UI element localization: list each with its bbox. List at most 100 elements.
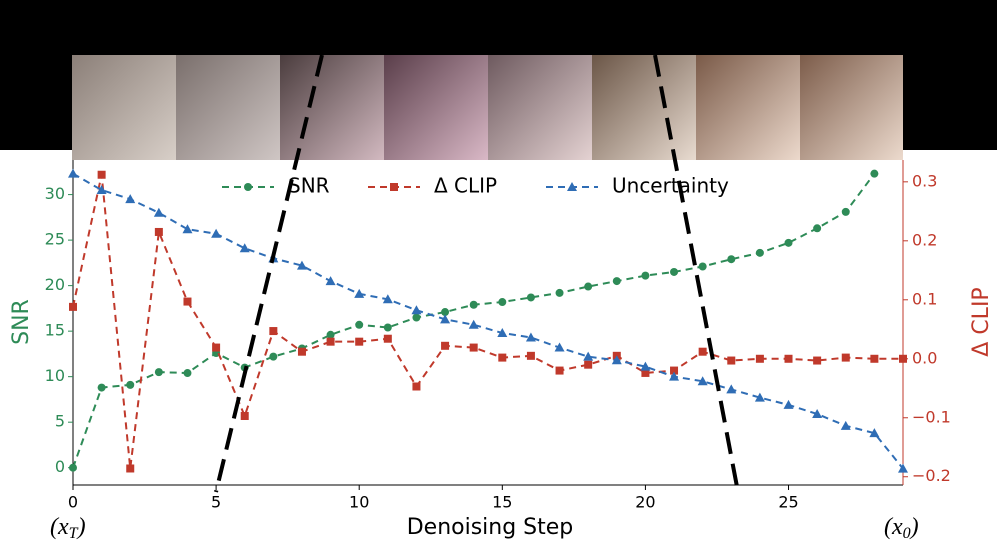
marker: [96, 185, 107, 195]
marker: [269, 352, 278, 361]
marker: [754, 392, 765, 402]
marker: [640, 361, 651, 371]
marker: [297, 347, 306, 356]
x-tick-label: 20: [635, 493, 655, 512]
y2-tick-label: 0.1: [912, 289, 937, 308]
legend-label: Uncertainty: [612, 174, 729, 198]
marker: [498, 298, 507, 307]
marker: [555, 288, 564, 297]
marker: [755, 354, 764, 363]
y2-axis-label: Δ CLIP: [969, 287, 994, 356]
marker: [841, 353, 850, 362]
y2-tick-label: 0.2: [912, 230, 937, 249]
endpoint-label: (xT): [50, 514, 86, 542]
marker: [870, 169, 879, 178]
thumbnail: [384, 55, 488, 160]
marker: [611, 355, 622, 365]
endpoint-label: (x0): [884, 514, 919, 542]
marker: [354, 288, 365, 298]
marker: [212, 343, 221, 352]
boundary-line: [653, 54, 740, 493]
marker: [355, 337, 364, 346]
marker: [641, 368, 650, 377]
marker: [697, 376, 708, 386]
marker: [669, 371, 680, 381]
marker: [813, 224, 822, 233]
marker: [612, 277, 621, 286]
marker: [840, 420, 851, 430]
thumbnail: [696, 55, 800, 160]
y-tick-label: 5: [55, 412, 65, 431]
thumbnail: [72, 55, 176, 160]
marker: [641, 271, 650, 280]
marker: [584, 360, 593, 369]
marker: [325, 276, 336, 286]
marker: [555, 366, 564, 375]
y2-tick-label: 0.3: [912, 171, 937, 190]
marker: [525, 332, 536, 342]
y2-tick-label: −0.2: [912, 466, 951, 485]
marker: [727, 356, 736, 365]
marker: [812, 408, 823, 418]
marker: [698, 262, 707, 271]
marker: [526, 293, 535, 302]
marker: [554, 342, 565, 352]
y-tick-label: 25: [45, 230, 65, 249]
marker: [898, 463, 908, 473]
marker: [154, 227, 163, 236]
series-line: [72, 174, 903, 469]
marker: [326, 330, 335, 339]
marker: [469, 343, 478, 352]
marker: [183, 297, 192, 306]
marker: [498, 353, 507, 362]
legend-marker: [244, 183, 252, 191]
marker: [726, 384, 737, 394]
marker: [440, 314, 451, 324]
x-tick-label: 15: [492, 493, 512, 512]
marker: [269, 327, 278, 336]
x-tick-label: 5: [211, 493, 221, 512]
marker: [126, 464, 135, 473]
marker: [727, 255, 736, 264]
legend-marker: [567, 182, 577, 191]
legend-marker: [390, 183, 398, 191]
label-part: 0: [903, 525, 911, 542]
marker: [784, 354, 793, 363]
marker: [383, 323, 392, 332]
x-tick-label: 0: [68, 493, 78, 512]
marker: [382, 294, 393, 304]
thumbnail-strip: [72, 55, 903, 160]
marker: [153, 207, 164, 217]
thumbnail: [800, 55, 903, 160]
marker: [240, 411, 249, 420]
marker: [211, 228, 222, 238]
y-tick-label: 15: [45, 321, 65, 340]
x-axis-label: Denoising Step: [407, 515, 574, 540]
marker: [97, 170, 106, 179]
marker: [411, 305, 422, 315]
marker: [698, 347, 707, 356]
marker: [126, 380, 135, 389]
marker: [899, 354, 907, 363]
marker: [497, 327, 508, 337]
marker: [755, 248, 764, 257]
marker: [869, 428, 880, 438]
y-tick-label: 0: [55, 457, 65, 476]
marker: [841, 207, 850, 216]
marker: [583, 351, 594, 361]
marker: [182, 224, 193, 234]
y-tick-label: 20: [45, 275, 65, 294]
label-part: ): [76, 514, 86, 540]
marker: [468, 319, 479, 329]
marker: [670, 366, 679, 375]
thumbnail: [592, 55, 696, 160]
marker: [69, 302, 77, 311]
marker: [412, 382, 421, 391]
marker: [97, 383, 106, 392]
label-part: T: [69, 525, 79, 542]
series-line: [72, 172, 904, 470]
legend-label: Δ CLIP: [434, 174, 497, 198]
marker: [469, 300, 478, 309]
marker: [355, 320, 364, 329]
